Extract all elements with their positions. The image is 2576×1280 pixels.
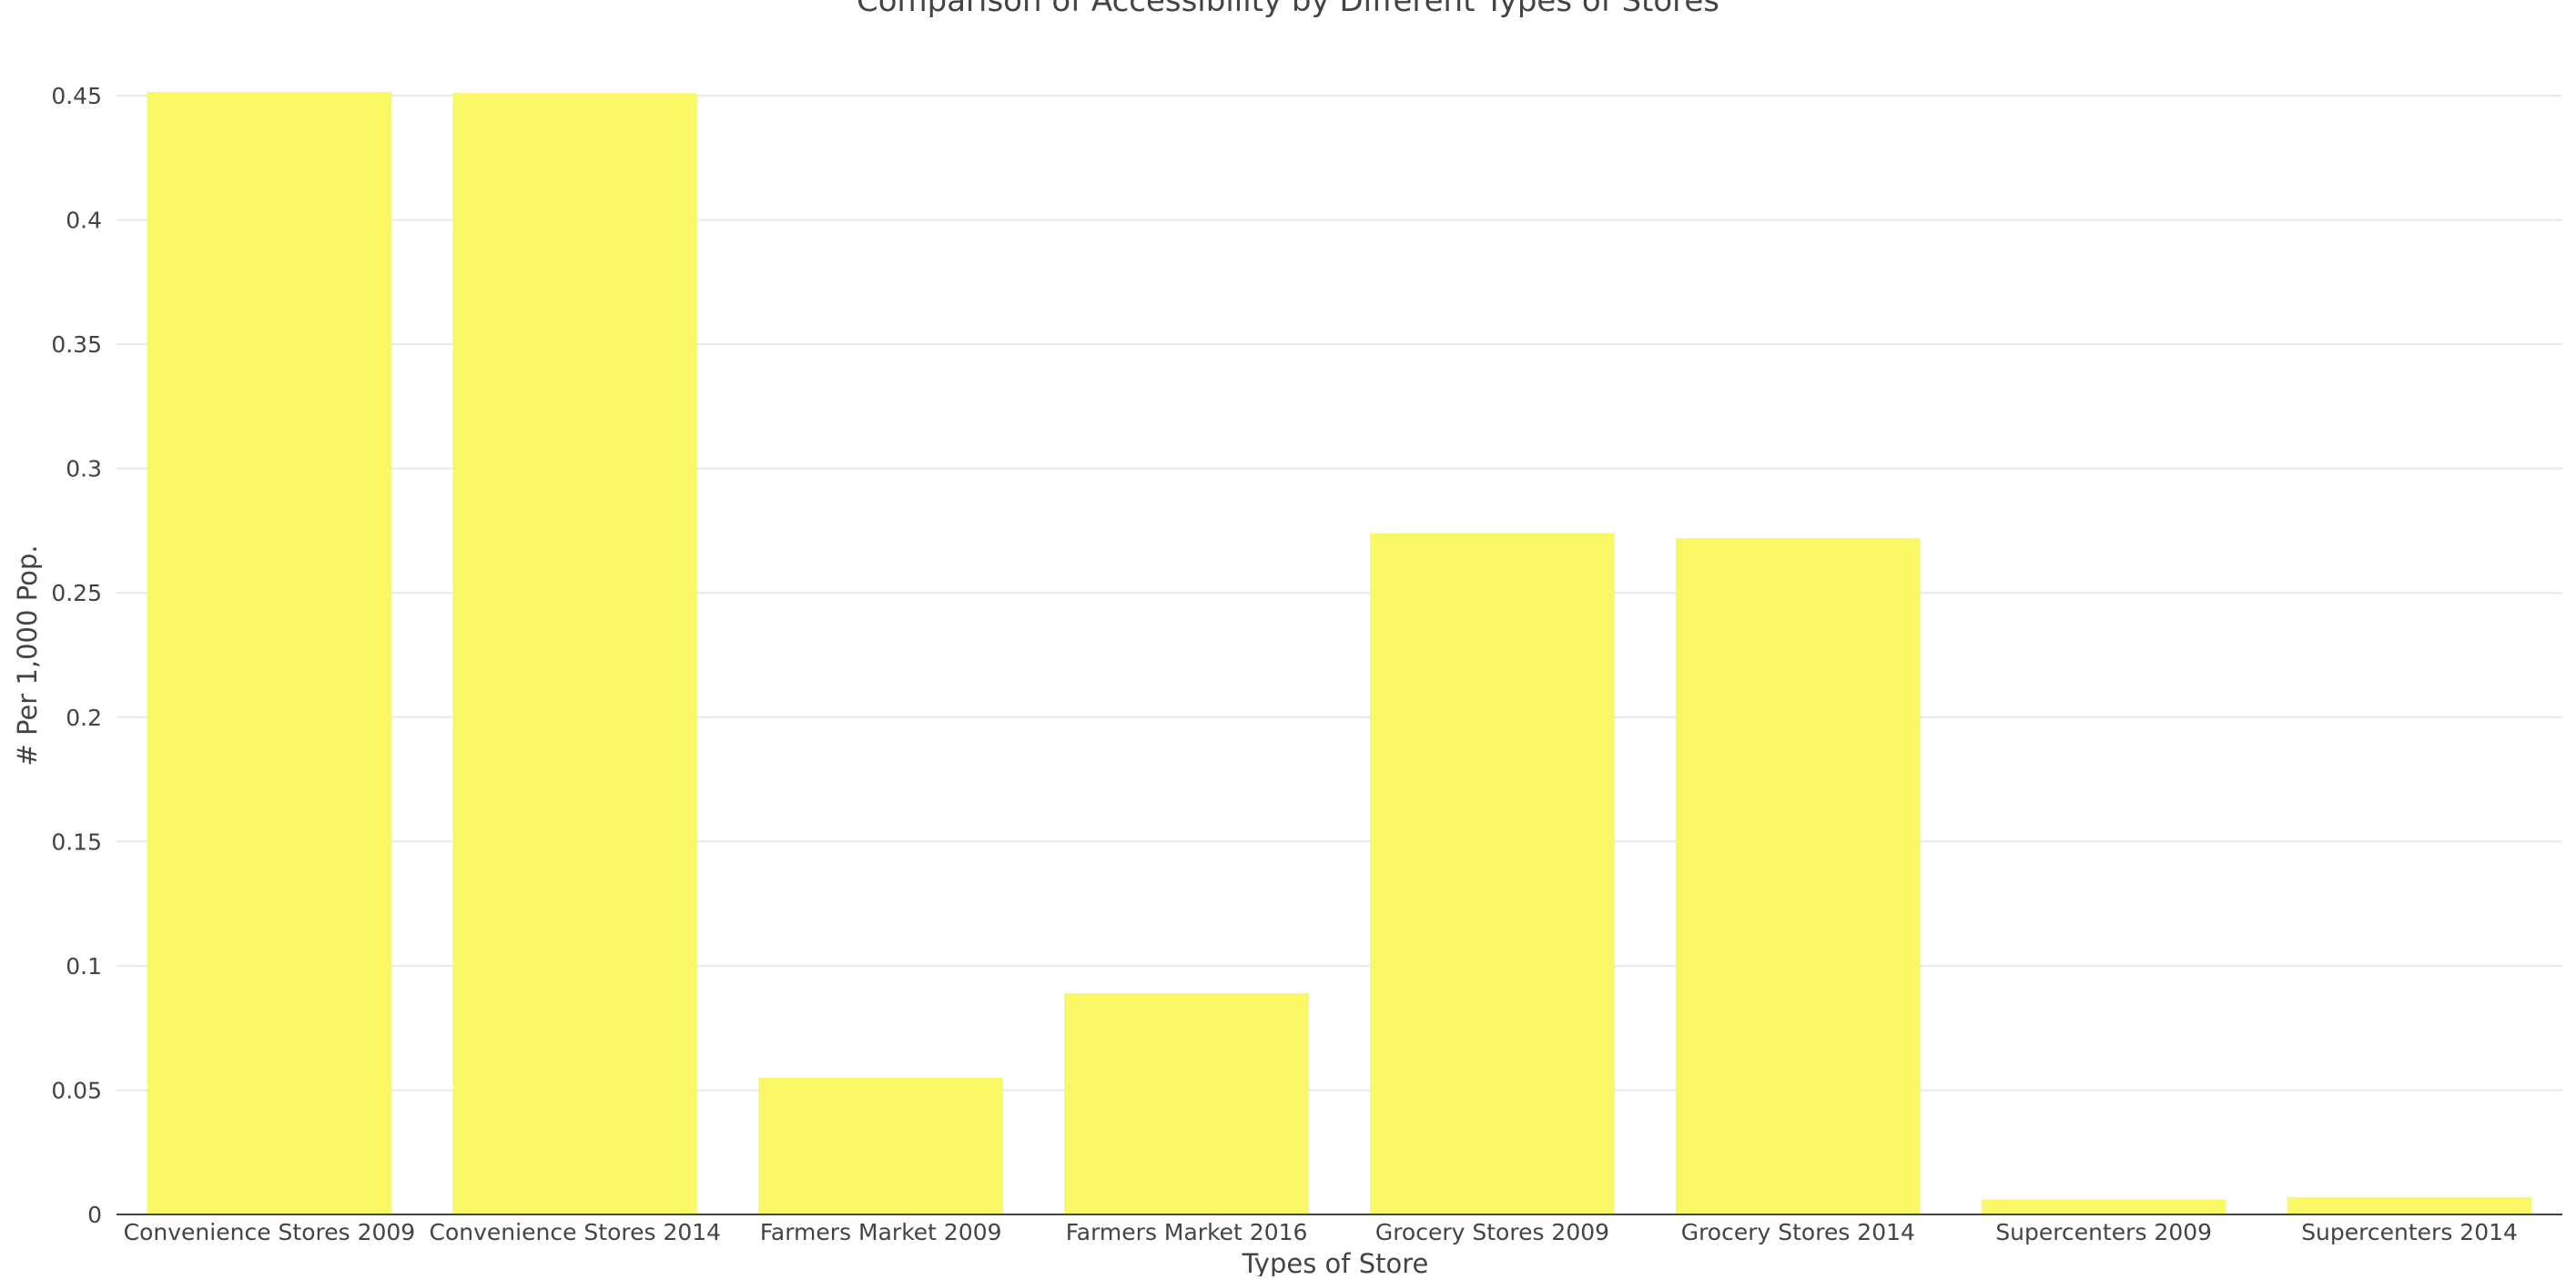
bar[interactable] — [147, 92, 392, 1214]
bar[interactable] — [1064, 992, 1309, 1214]
x-tick-label: Convenience Stores 2009 — [124, 1219, 416, 1245]
y-tick-label: 0.15 — [51, 828, 102, 855]
chart-title: Comparison of Accessibility by Different… — [857, 0, 1719, 19]
bar[interactable] — [1370, 533, 1615, 1214]
y-tick-label: 0.45 — [51, 83, 102, 109]
x-tick-labels: Convenience Stores 2009 Convenience Store… — [124, 1219, 2518, 1245]
bar[interactable] — [452, 93, 698, 1214]
y-tick-label: 0.25 — [51, 580, 102, 606]
x-tick-label: Convenience Stores 2014 — [430, 1219, 722, 1245]
y-tick-label: 0.2 — [66, 705, 102, 731]
y-tick-label: 0.1 — [66, 953, 102, 980]
y-tick-label: 0.3 — [66, 456, 102, 483]
x-tick-label: Grocery Stores 2014 — [1681, 1219, 1915, 1245]
x-tick-label: Farmers Market 2009 — [760, 1219, 1002, 1245]
x-tick-label: Grocery Stores 2009 — [1375, 1219, 1609, 1245]
bar[interactable] — [2287, 1196, 2532, 1214]
bar[interactable] — [1981, 1199, 2226, 1214]
x-tick-label: Farmers Market 2016 — [1066, 1219, 1308, 1245]
x-axis-title: Types of Store — [1242, 1248, 1429, 1276]
y-tick-label: 0 — [87, 1202, 102, 1228]
y-tick-label: 0.4 — [66, 208, 102, 234]
y-tick-label: 0.05 — [51, 1077, 102, 1103]
y-tick-labels: 0 0.05 0.1 0.15 0.2 0.25 0.3 0.35 0.4 0.45 — [51, 83, 102, 1228]
bar[interactable] — [1675, 538, 1921, 1214]
y-tick-label: 0.35 — [51, 331, 102, 358]
bar[interactable] — [758, 1077, 1004, 1214]
x-tick-label: Supercenters 2014 — [2301, 1219, 2518, 1245]
x-tick-label: Supercenters 2009 — [1995, 1219, 2212, 1245]
bars — [147, 92, 2532, 1214]
y-axis-title: # Per 1,000 Pop. — [12, 544, 43, 766]
